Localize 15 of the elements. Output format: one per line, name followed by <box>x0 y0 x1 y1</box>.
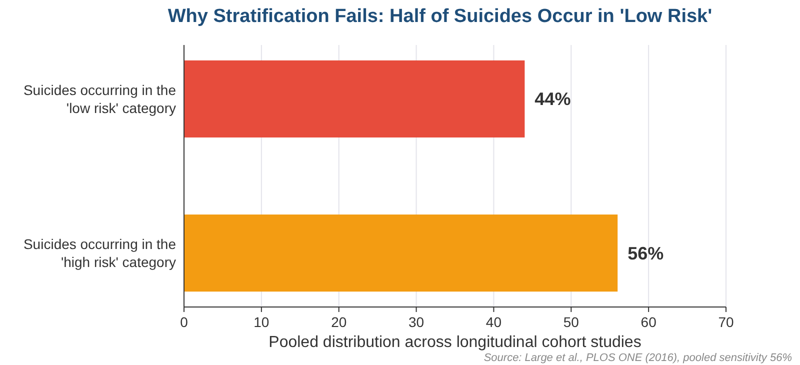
source-note: Source: Large et al., PLOS ONE (2016), pooled sensitivity 56% <box>484 352 792 364</box>
x-tick-label: 40 <box>486 314 502 330</box>
x-axis-title: Pooled distribution across longitudinal cohort studies <box>268 334 642 351</box>
y-tick-label: Suicides occurring in the 'high risk' category <box>23 236 176 270</box>
x-tick-label: 50 <box>563 314 580 330</box>
data-label: 56% <box>628 243 664 264</box>
x-tick-label: 20 <box>331 314 347 330</box>
x-tick-label: 0 <box>180 314 188 330</box>
x-tick-label: 10 <box>254 314 270 330</box>
data-label: 44% <box>534 89 571 110</box>
chart-title: Why Stratification Fails: Half of Suicides Occur in 'Low Risk' <box>168 6 712 27</box>
x-tick-label: 30 <box>408 314 424 330</box>
x-tick-label: 60 <box>640 314 657 330</box>
y-tick-label: Suicides occurring in the 'low risk' category <box>23 82 176 116</box>
x-tick-label: 70 <box>718 314 734 330</box>
